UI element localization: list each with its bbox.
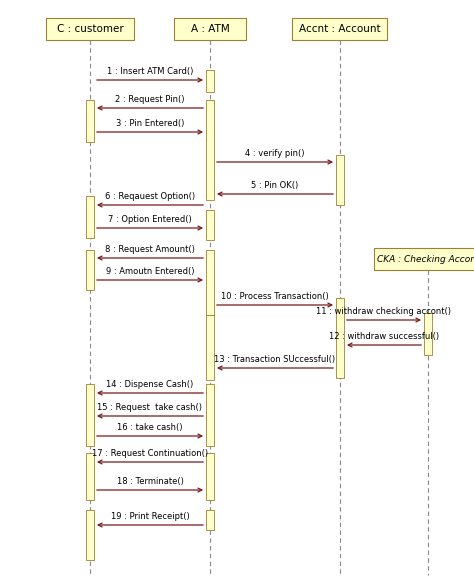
Bar (46, 18, 134, 40)
Text: CKA : Checking Accont: CKA : Checking Accont (377, 255, 474, 264)
Text: 10 : Process Transaction(): 10 : Process Transaction() (221, 292, 329, 301)
Bar (86, 384, 94, 446)
Text: 14 : Dispense Cash(): 14 : Dispense Cash() (106, 380, 193, 389)
Bar (336, 155, 344, 205)
Text: 7 : Option Entered(): 7 : Option Entered() (108, 215, 192, 224)
Text: 15 : Request  take cash(): 15 : Request take cash() (98, 403, 202, 412)
Text: 11 : withdraw checking accont(): 11 : withdraw checking accont() (317, 307, 452, 316)
Text: A : ATM: A : ATM (191, 24, 229, 34)
Text: Accnt : Account: Accnt : Account (299, 24, 381, 34)
Bar (336, 298, 344, 378)
Text: 13 : Transaction SUccessful(): 13 : Transaction SUccessful() (214, 355, 336, 364)
Bar (206, 210, 214, 240)
Bar (86, 510, 94, 560)
Text: 17 : Request Continuation(): 17 : Request Continuation() (92, 449, 208, 458)
Text: 3 : Pin Entered(): 3 : Pin Entered() (116, 119, 184, 128)
Bar (206, 315, 214, 380)
Text: 18 : Terminate(): 18 : Terminate() (117, 477, 183, 486)
Bar (374, 248, 474, 270)
Text: 8 : Request Amount(): 8 : Request Amount() (105, 245, 195, 254)
Text: 6 : Reqauest Option(): 6 : Reqauest Option() (105, 192, 195, 201)
Bar (206, 70, 214, 92)
Bar (206, 510, 214, 530)
Bar (206, 100, 214, 200)
Text: 5 : Pin OK(): 5 : Pin OK() (251, 181, 299, 190)
Text: 1 : Insert ATM Card(): 1 : Insert ATM Card() (107, 67, 193, 76)
Text: 4 : verify pin(): 4 : verify pin() (245, 149, 305, 158)
Bar (206, 453, 214, 500)
Text: 16 : take cash(): 16 : take cash() (117, 423, 183, 432)
Text: 2 : Request Pin(): 2 : Request Pin() (115, 95, 185, 104)
Bar (86, 196, 94, 238)
Text: C : customer: C : customer (56, 24, 123, 34)
Text: 19 : Print Receipt(): 19 : Print Receipt() (110, 512, 190, 521)
Bar (206, 384, 214, 446)
Bar (86, 100, 94, 142)
Bar (174, 18, 246, 40)
Bar (86, 453, 94, 500)
Bar (424, 313, 432, 355)
Bar (292, 18, 388, 40)
Bar (206, 250, 214, 315)
Bar (86, 250, 94, 290)
Text: 9 : Amoutn Entered(): 9 : Amoutn Entered() (106, 267, 194, 276)
Text: 12 : withdraw successful(): 12 : withdraw successful() (329, 332, 439, 341)
